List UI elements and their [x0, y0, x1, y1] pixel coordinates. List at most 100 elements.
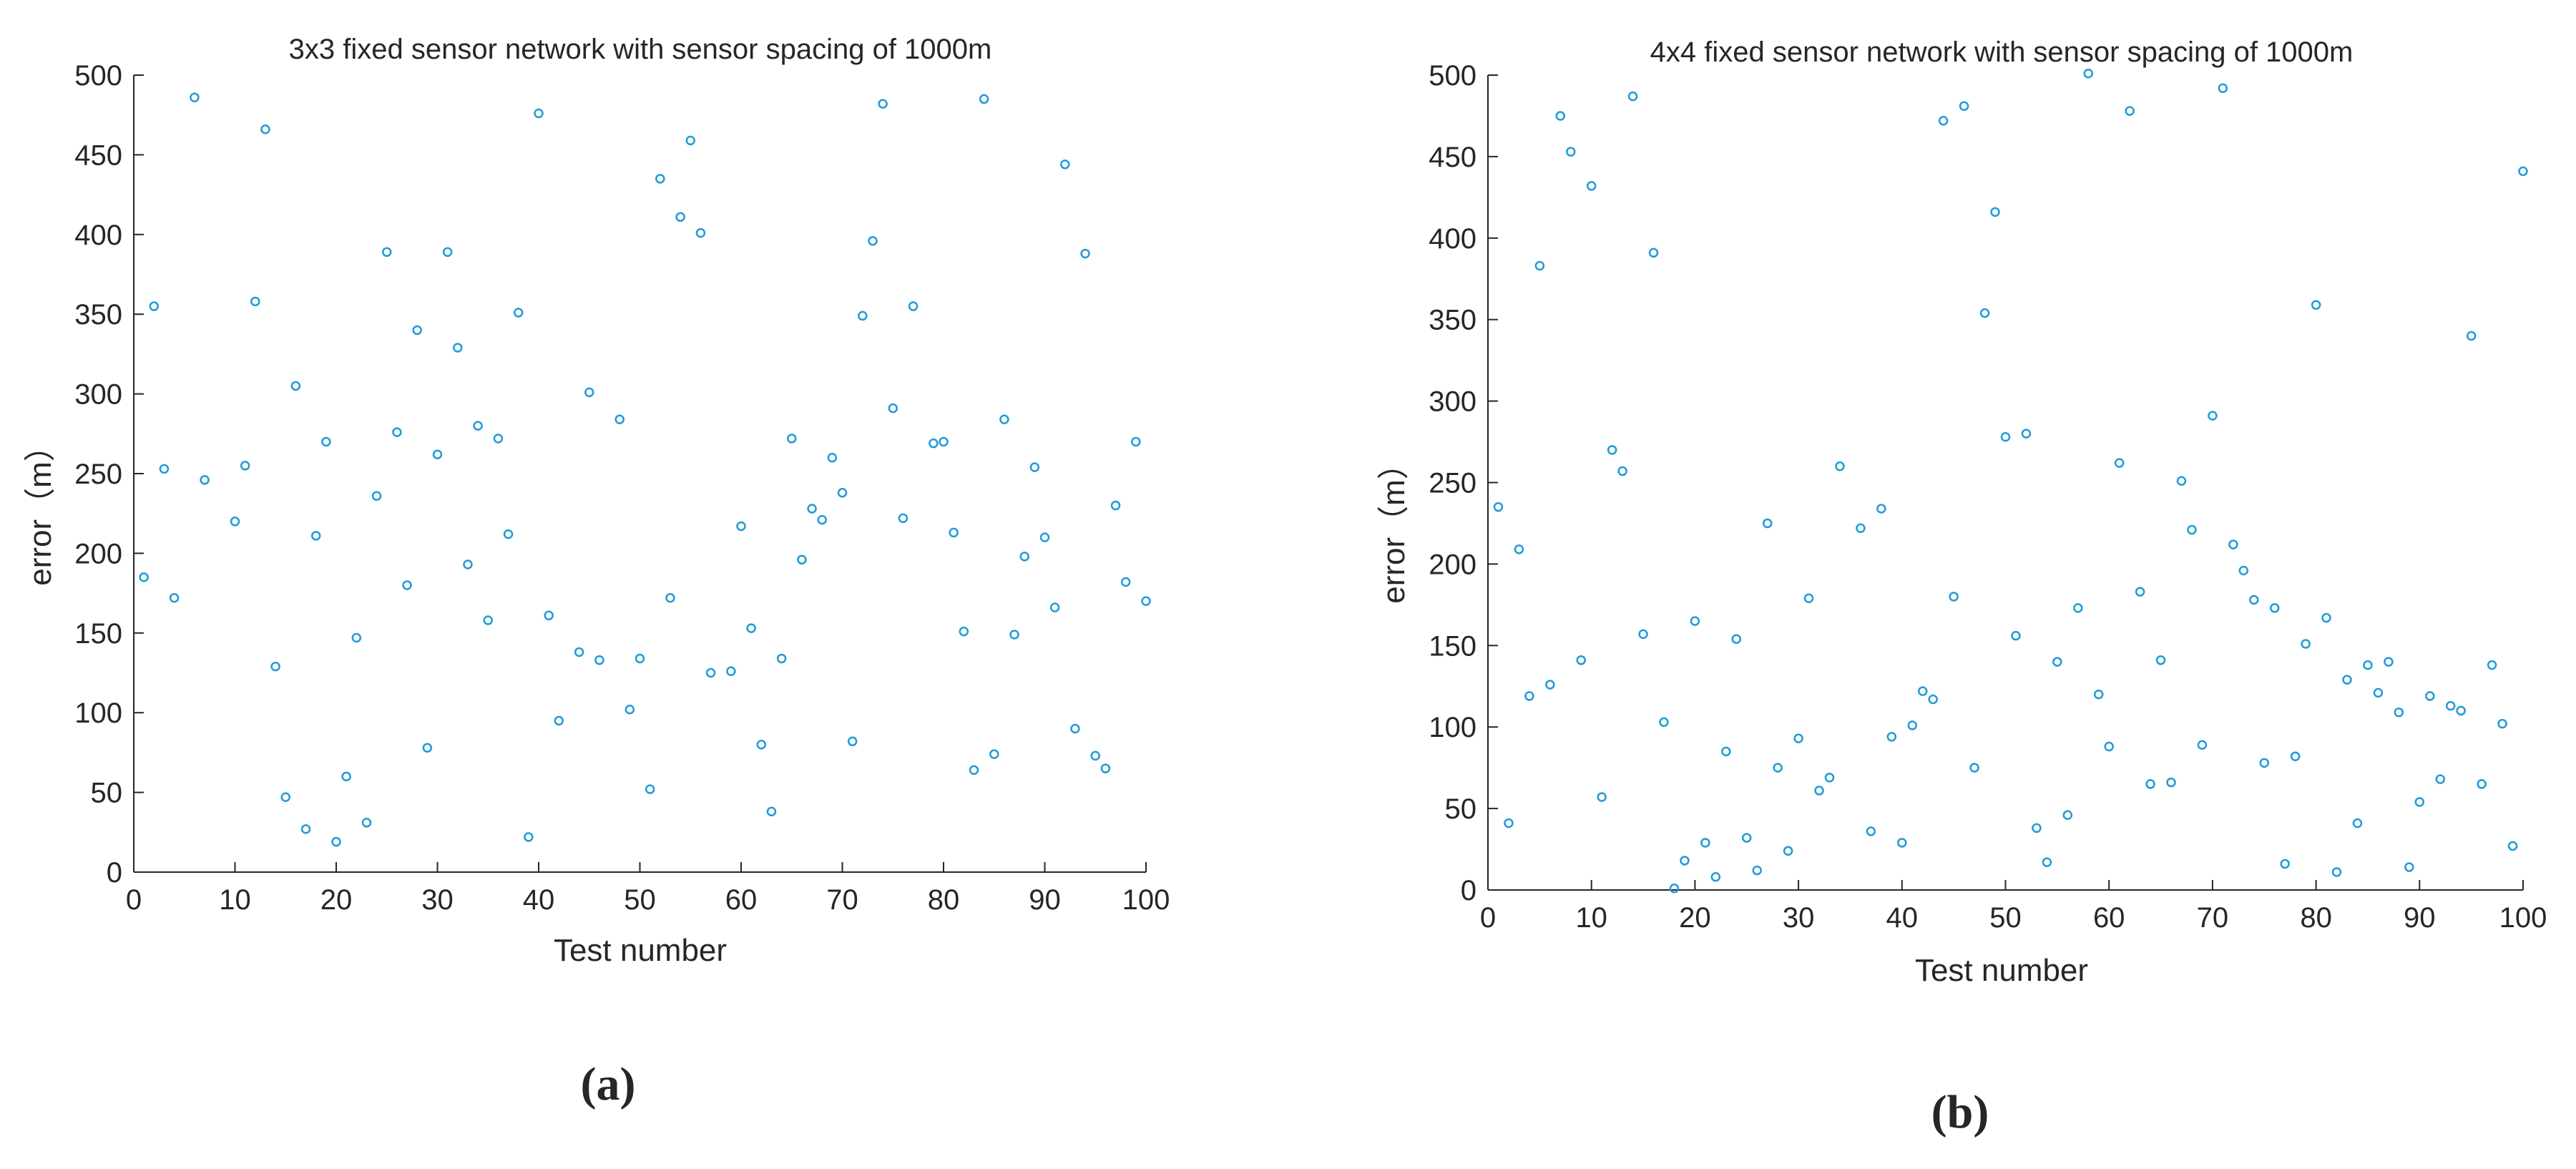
y-axis-label: error（m） [23, 430, 58, 586]
data-point [240, 461, 250, 471]
data-point [2518, 166, 2528, 177]
data-point [2445, 700, 2456, 711]
data-point [2093, 689, 2104, 700]
y-tick-label: 500 [1429, 60, 1476, 92]
data-point [361, 818, 372, 828]
data-point [169, 593, 180, 603]
data-point [685, 135, 695, 146]
data-point [736, 521, 746, 532]
data-point [665, 593, 675, 603]
data-point [1100, 763, 1111, 773]
data-point [1938, 116, 1949, 126]
data-point [635, 653, 645, 664]
data-point [625, 704, 635, 715]
data-point [422, 743, 433, 753]
data-point [1141, 596, 1151, 606]
data-point [280, 792, 290, 803]
data-point [1959, 101, 1969, 112]
data-point [908, 301, 919, 311]
data-point [2114, 458, 2125, 468]
data-point [1576, 655, 1586, 665]
data-point [797, 554, 807, 565]
data-point [2507, 841, 2518, 851]
data-point [1555, 111, 1566, 121]
data-point [270, 661, 280, 672]
y-tick-label: 50 [91, 778, 123, 809]
x-tick-label: 80 [2300, 902, 2332, 934]
y-tick-label: 250 [1429, 468, 1476, 499]
data-point [1856, 523, 1866, 534]
data-point [1504, 818, 1514, 828]
data-point [2228, 539, 2238, 549]
data-point [402, 580, 412, 590]
data-point [1928, 694, 1938, 705]
data-point [2301, 639, 2311, 649]
data-point [1524, 691, 1534, 701]
data-point [1762, 518, 1773, 529]
data-point [2425, 691, 2435, 701]
data-point [594, 655, 604, 665]
y-tick-label: 150 [74, 618, 122, 650]
data-point [705, 667, 716, 678]
y-tick-label: 50 [1445, 793, 1477, 825]
data-point [766, 806, 777, 817]
data-point [2125, 106, 2135, 116]
data-point [1979, 308, 1990, 318]
data-point [544, 610, 554, 621]
data-point [524, 832, 534, 842]
data-point [1039, 532, 1050, 542]
data-point [1886, 732, 1897, 742]
data-point [534, 108, 544, 119]
chart-title: 4x4 fixed sensor network with sensor spa… [1650, 36, 2354, 68]
data-point [1534, 260, 1545, 271]
x-tick-label: 40 [523, 884, 555, 916]
y-tick-label: 100 [1429, 712, 1476, 743]
data-point [1638, 629, 1648, 640]
data-point [1669, 883, 1680, 894]
data-point [1731, 634, 1742, 644]
x-tick-label: 90 [2404, 902, 2436, 934]
data-point [858, 310, 868, 321]
x-tick-label: 20 [320, 884, 353, 916]
data-point [2187, 524, 2197, 535]
data-point [250, 296, 260, 307]
data-point [1690, 616, 1700, 626]
data-point [1793, 733, 1803, 743]
data-point [2208, 411, 2218, 421]
data-point [979, 94, 989, 104]
data-point [756, 740, 767, 750]
data-point [2373, 688, 2384, 698]
data-point [1566, 147, 1576, 157]
data-point [2466, 331, 2477, 341]
x-tick-label: 90 [1029, 884, 1061, 916]
y-tick-label: 250 [74, 459, 122, 490]
x-tick-label: 30 [421, 884, 454, 916]
data-point [2259, 758, 2269, 768]
data-point [1110, 500, 1121, 511]
data-point [300, 824, 311, 834]
data-point [776, 653, 787, 664]
data-point [2497, 718, 2507, 729]
y-tick-label: 300 [74, 379, 122, 411]
data-point [807, 504, 817, 514]
data-point [554, 715, 564, 726]
data-point [675, 212, 685, 222]
x-tick-label: 30 [1783, 902, 1815, 934]
data-point [1090, 750, 1100, 761]
data-point [959, 626, 969, 637]
data-point [787, 434, 797, 444]
data-point [503, 529, 514, 539]
y-axis-label: error（m） [1376, 448, 1411, 604]
data-point [2404, 862, 2414, 872]
y-tick-label: 0 [107, 857, 122, 889]
data-point [1680, 856, 1690, 866]
x-tick-label: 60 [2093, 902, 2125, 934]
data-point [1080, 248, 1090, 259]
x-tick-label: 40 [1886, 902, 1919, 934]
data-point [2331, 867, 2342, 877]
data-point [574, 647, 584, 657]
data-point [1907, 720, 1918, 730]
data-point [1866, 826, 1876, 836]
data-point [442, 247, 453, 258]
